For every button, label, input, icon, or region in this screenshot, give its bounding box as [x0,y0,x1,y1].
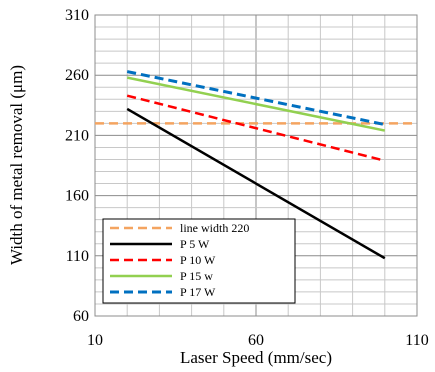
y-tick-label: 310 [65,7,89,24]
legend: line width 220 P 5 W P 10 W P 15 w P 17 W [102,218,296,304]
y-tick-label: 160 [65,188,89,205]
series-layer [95,70,417,260]
legend-label-1: P 5 W [180,237,210,251]
legend-label-3: P 15 w [180,269,213,283]
y-tick-label: 210 [65,127,89,144]
series-line-4 [126,70,386,127]
legend-label-0: line width 220 [180,221,249,235]
x-tick-label: 110 [405,332,428,349]
x-axis-label: Laser Speed (mm/sec) [180,348,332,367]
y-tick-label: 260 [65,67,89,84]
series-line-3 [126,76,386,132]
y-axis-label: Width of metal removal (μm) [7,65,26,265]
series-line-1 [126,107,386,260]
x-tick-label: 10 [87,332,103,349]
plot-border [94,14,418,317]
legend-label-2: P 10 W [180,253,216,267]
legend-box [102,218,296,304]
x-tick-label: 60 [248,332,264,349]
tick-labels: 60 110 160 210 260 310 10 60 110 [65,7,429,349]
legend-label-4: P 17 W [180,285,216,299]
plot-frame [94,14,418,317]
y-tick-label: 60 [73,308,89,325]
series-line-2 [126,94,386,162]
y-tick-label: 110 [66,248,89,265]
